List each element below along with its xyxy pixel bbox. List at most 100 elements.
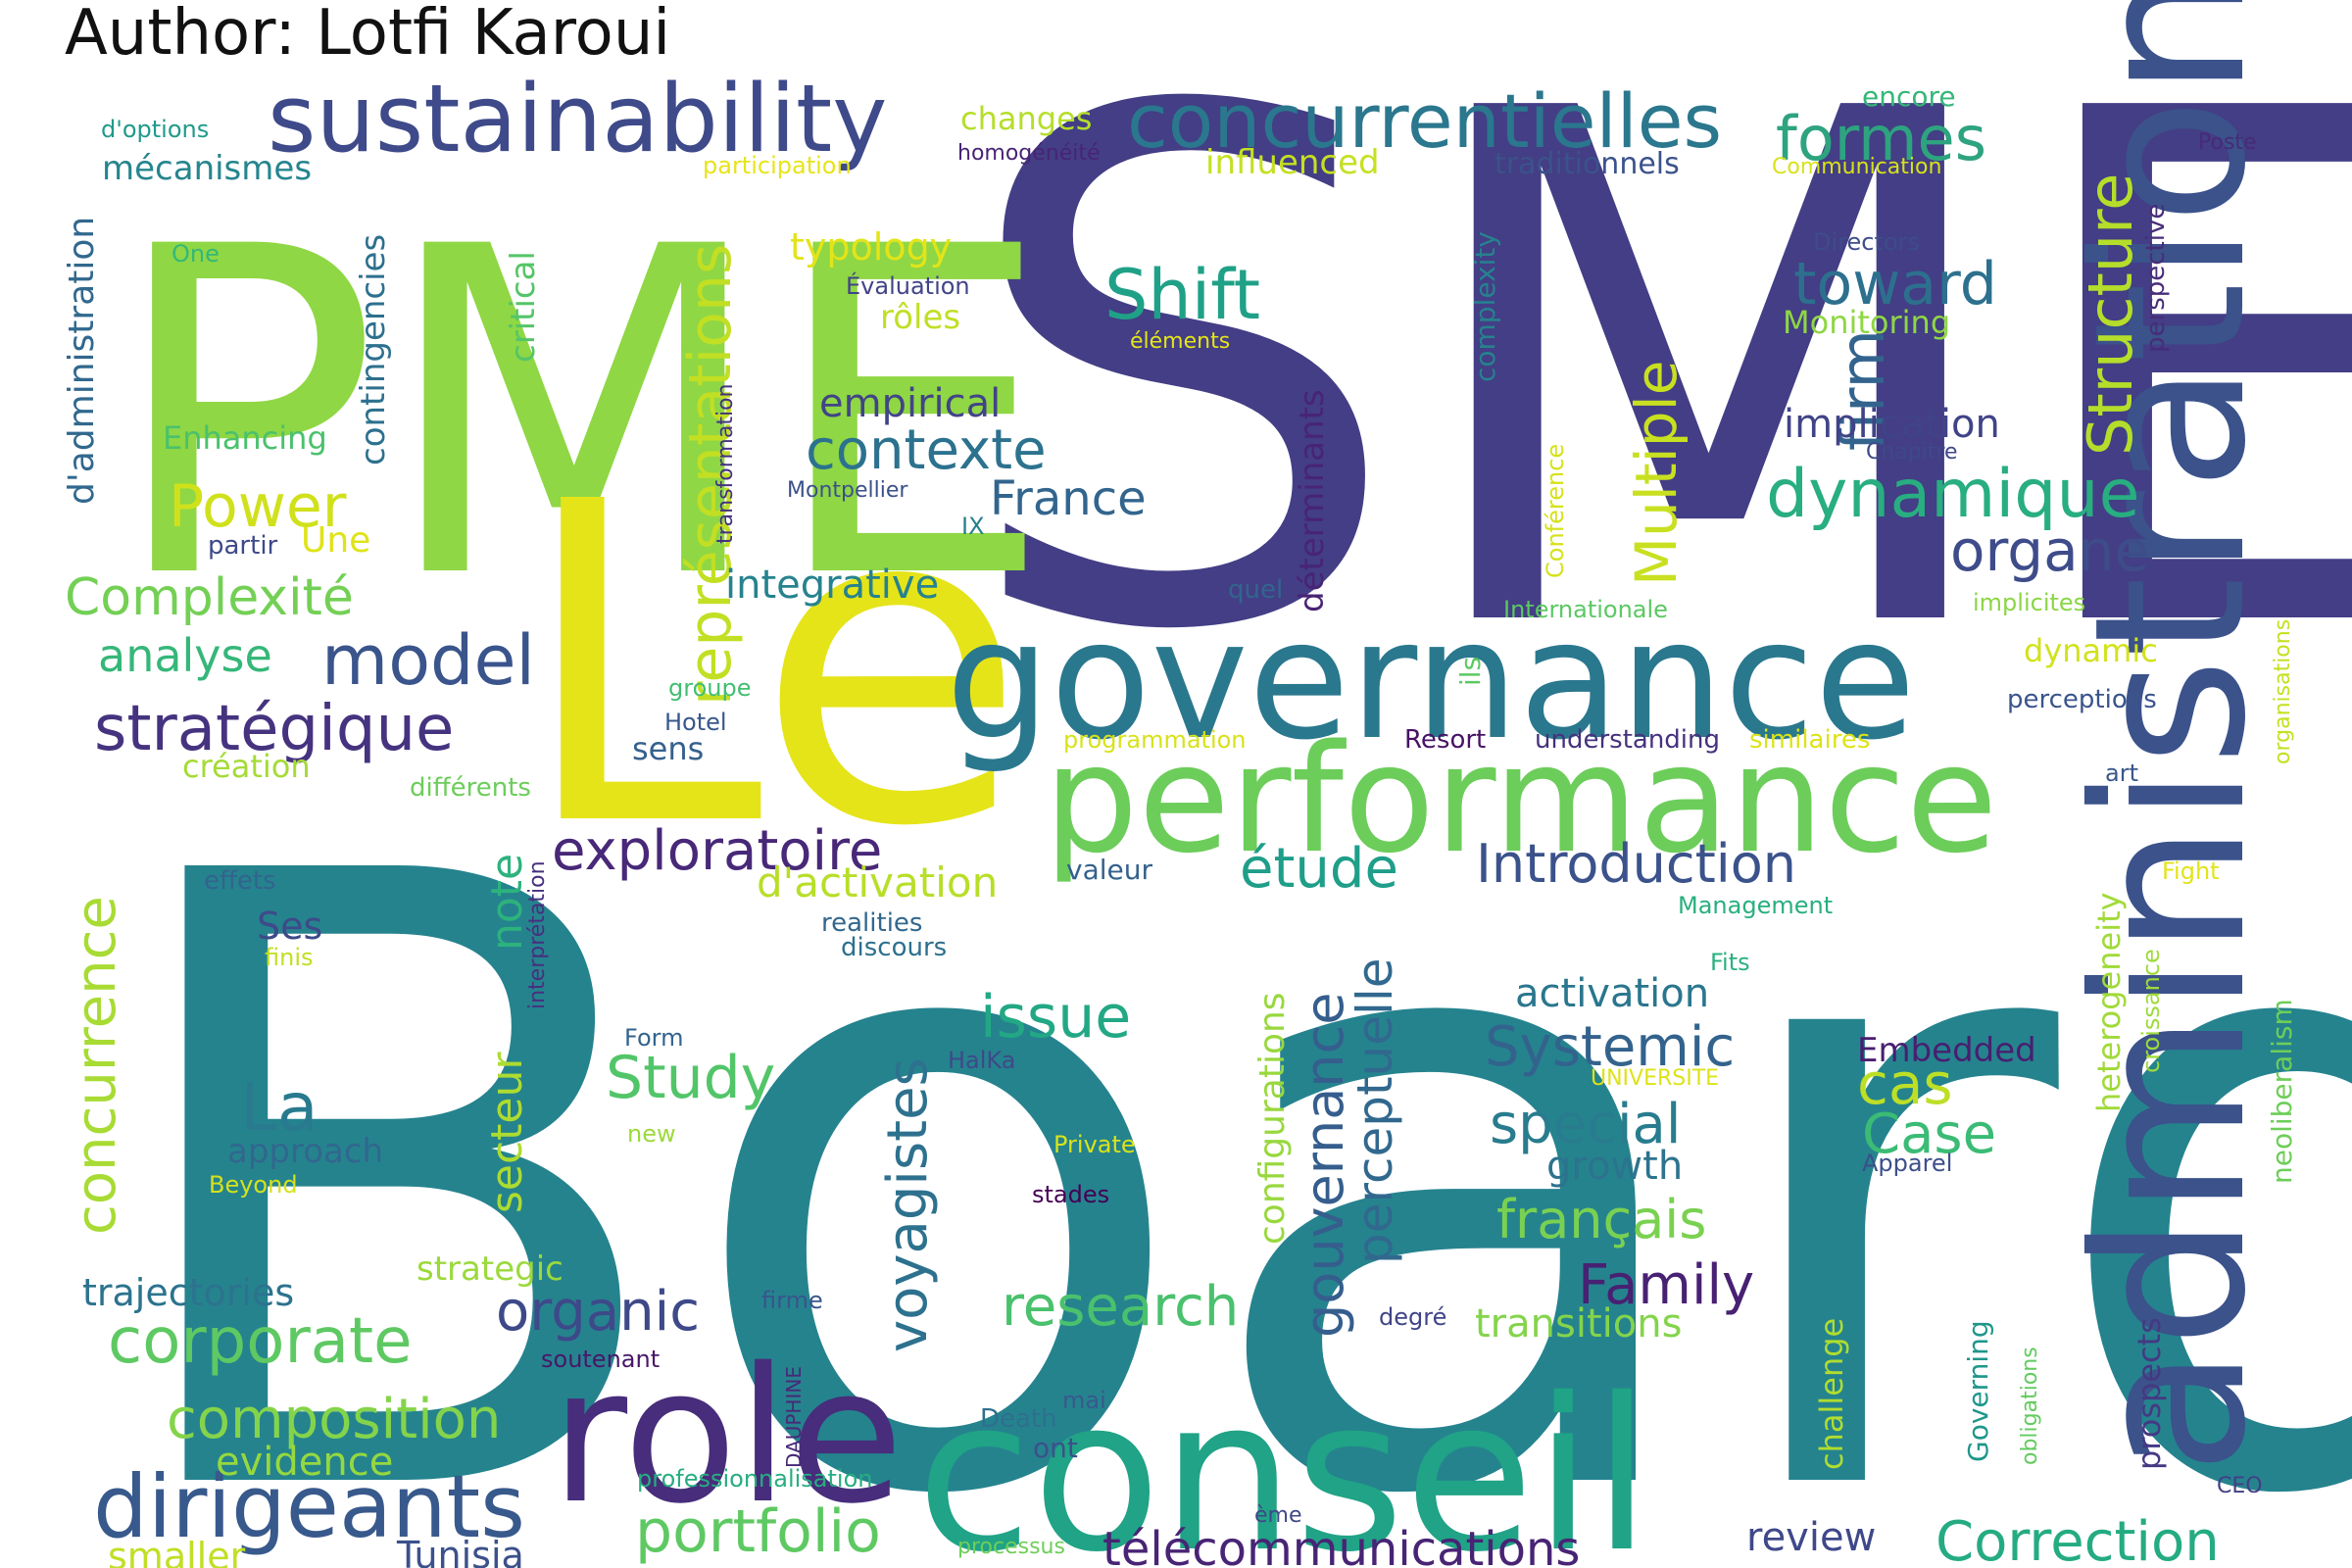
word-beyond: Beyond: [209, 1171, 298, 1199]
word-analyse: analyse: [98, 629, 272, 682]
word-representations: représentations: [676, 244, 745, 706]
word-participation: participation: [703, 152, 852, 179]
word-contingencies: contingencies: [354, 234, 393, 466]
word-composition: composition: [167, 1388, 501, 1451]
word-conseil: conseil: [916, 1352, 1651, 1568]
word-secteur: secteur: [482, 1052, 532, 1213]
word-contexte: contexte: [806, 418, 1047, 482]
word-correction: Correction: [1936, 1510, 2220, 1568]
word-gouvernance: gouvernance: [1294, 993, 1355, 1338]
word-research: research: [1002, 1275, 1239, 1339]
word-une: Une: [301, 520, 370, 561]
word-complexity: complexity: [1469, 231, 1501, 382]
word-stades: stades: [1032, 1181, 1109, 1208]
word-resort: Resort: [1404, 725, 1486, 755]
word-art: art: [2105, 760, 2138, 787]
word-perspective: perspective: [2141, 204, 2171, 353]
word-role: role: [551, 1328, 904, 1544]
word-communication: Communication: [1772, 155, 1941, 179]
word-changes: changes: [960, 100, 1092, 137]
word-ceo: CEO: [2217, 1474, 2263, 1498]
word-private: Private: [1054, 1131, 1136, 1158]
word-portfolio: portfolio: [635, 1497, 881, 1566]
word-enhancing: Enhancing: [163, 419, 327, 457]
word-fight: Fight: [2162, 858, 2220, 885]
word-realities: realities: [821, 908, 922, 938]
word-strategique: stratégique: [94, 693, 454, 765]
word-systemic: Systemic: [1485, 1015, 1735, 1079]
word-corporate: corporate: [108, 1305, 412, 1378]
word-ses: Ses: [257, 905, 322, 948]
page-title: Author: Lotfi Karoui: [65, 0, 671, 70]
word-formes: formes: [1776, 103, 1986, 174]
word-influenced: influenced: [1205, 143, 1380, 182]
word-encore: encore: [1862, 80, 1956, 113]
word-pme: PME: [108, 153, 1054, 677]
word-apparel: Apparel: [1862, 1150, 1952, 1177]
word-strategic: strategic: [416, 1250, 564, 1289]
word-poste: Poste: [2198, 130, 2257, 155]
word-activation: activation: [1515, 971, 1709, 1016]
word-conference: Conférence: [1542, 444, 1569, 578]
word-differents: différents: [410, 773, 531, 803]
word-case: Case: [1862, 1102, 1996, 1166]
word-integrative: integrative: [725, 563, 939, 608]
word-heterogeneity: heterogeneity: [2090, 892, 2128, 1112]
word-fits: Fits: [1710, 949, 1750, 976]
word-cas: cas: [1857, 1051, 1953, 1117]
word-family: Family: [1578, 1253, 1754, 1317]
word-transformation: transformation: [713, 384, 738, 544]
word-dirigeants: dirigeants: [93, 1456, 525, 1557]
word-perceptuelle: perceptuelle: [1347, 957, 1403, 1264]
word-discours: discours: [841, 933, 947, 962]
word-professionnalisation: professionnalisation: [637, 1465, 872, 1493]
word-approach: approach: [227, 1132, 383, 1171]
word-board: Board: [102, 698, 2352, 1568]
word-sme: SME: [956, 0, 2352, 784]
word-hotel: Hotel: [664, 709, 727, 736]
word-governing: Governing: [1962, 1320, 1994, 1462]
word-organe: organe: [1950, 517, 2149, 584]
word-ont: ont: [1033, 1432, 1078, 1464]
word-understanding: understanding: [1535, 725, 1720, 755]
word-performance: performance: [1044, 712, 1997, 886]
word-la: La: [240, 1069, 318, 1147]
word-shift: Shift: [1104, 255, 1260, 335]
word-exploratoire: exploratoire: [552, 819, 882, 883]
word-administration: administration: [2049, 0, 2291, 1475]
word-partir: partir: [208, 531, 278, 561]
word-prospects: prospects: [2131, 1317, 2168, 1470]
word-evidence: evidence: [216, 1440, 393, 1485]
word-issue: issue: [980, 983, 1131, 1052]
word-dynamic: dynamic: [2024, 632, 2158, 669]
word-embedded: Embedded: [1857, 1031, 2036, 1070]
word-critical: critical: [504, 251, 543, 363]
word-internationale: Internationale: [1503, 596, 1668, 623]
word-concurrence: concurrence: [65, 896, 128, 1235]
word-concurrentielles: concurrentielles: [1127, 77, 1722, 165]
word-note: note: [482, 854, 532, 951]
word-organisations: organisations: [2271, 619, 2295, 764]
word-chapitre: Chapitre: [1866, 440, 1958, 465]
word-obligations: obligations: [2018, 1347, 2042, 1465]
word-directors: Directors: [1813, 228, 1920, 256]
word-determinants: déterminants: [1293, 389, 1332, 612]
word-soutenant: soutenant: [541, 1346, 660, 1373]
word-challenge: challenge: [1813, 1318, 1850, 1470]
word-complexite: Complexité: [65, 568, 354, 627]
word-mecanismes: mécanismes: [102, 149, 312, 188]
word-dynamique: dynamique: [1766, 456, 2139, 533]
word-quel: quel: [1228, 575, 1283, 605]
word-ix: IX: [961, 513, 985, 540]
word-francais: français: [1496, 1189, 1706, 1250]
word-review: review: [1746, 1515, 1876, 1560]
word-similaires: similaires: [1749, 725, 1870, 755]
word-ils: ils: [1454, 657, 1487, 686]
word-roles: rôles: [880, 298, 960, 337]
word-interpretation: interprétation: [525, 860, 550, 1009]
word-d-activation: d'activation: [757, 858, 998, 906]
word-dauphine: DAUPHINE: [782, 1366, 806, 1468]
word-telecommunications: télécommunications: [1102, 1522, 1580, 1568]
word-typology: typology: [790, 225, 952, 269]
